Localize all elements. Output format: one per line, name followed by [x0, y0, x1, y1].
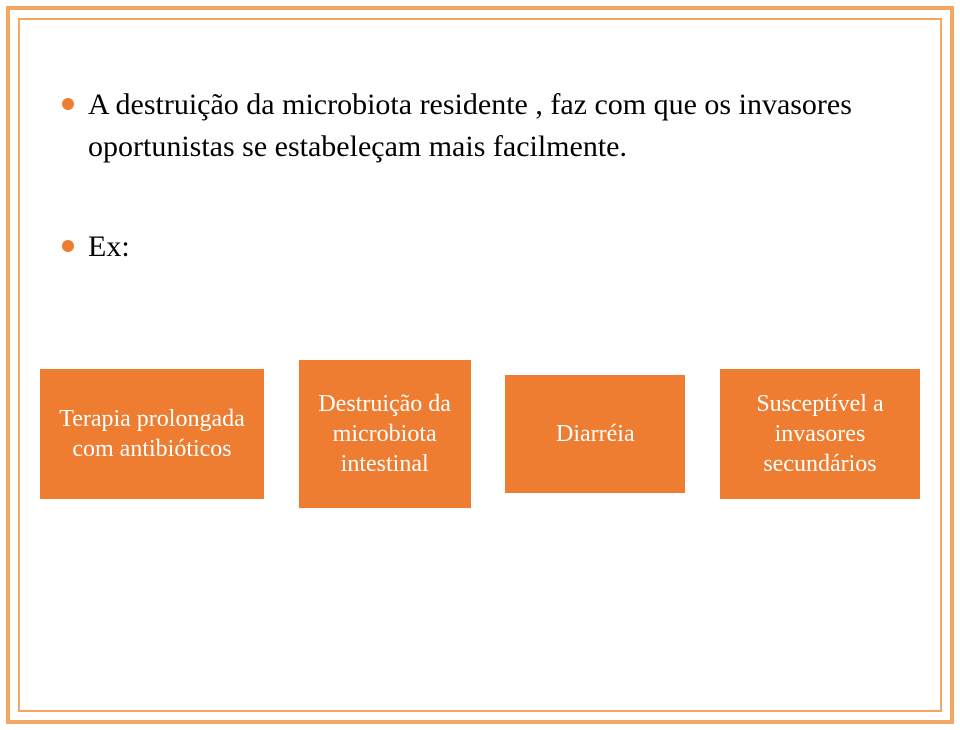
flow-boxes-row: Terapia prolongada com antibióticos Dest… — [40, 360, 920, 508]
flow-box-destruction: Destruição da microbiota intestinal — [299, 360, 471, 508]
bullet-main: A destruição da microbiota residente , f… — [62, 84, 930, 168]
bullet-ex-text: Ex: — [88, 226, 130, 268]
flow-box-therapy: Terapia prolongada com antibióticos — [40, 369, 264, 499]
bullet-dot-icon — [62, 240, 74, 252]
bullet-main-text: A destruição da microbiota residente , f… — [88, 84, 930, 168]
bullet-ex: Ex: — [62, 226, 930, 268]
bullet-dot-icon — [62, 98, 74, 110]
flow-box-diarrhea: Diarréia — [505, 375, 685, 493]
slide-content: A destruição da microbiota residente , f… — [30, 30, 930, 700]
flow-box-susceptible: Susceptível a invasores secundários — [720, 369, 920, 499]
